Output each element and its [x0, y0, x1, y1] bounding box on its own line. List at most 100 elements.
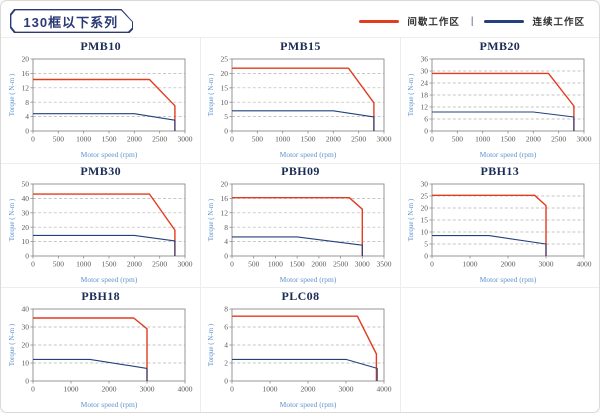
x-tick-label: 2000: [101, 385, 116, 394]
x-tick-label: 0: [31, 135, 35, 144]
y-tick-label: 40: [21, 305, 29, 314]
series-intermittent-zone: [232, 315, 378, 382]
x-tick-label: 500: [52, 260, 64, 269]
x-tick-label: 1000: [268, 260, 283, 269]
y-tick-label: 10: [420, 228, 428, 237]
series-continuous-zone: [431, 235, 547, 257]
y-tick-label: 4: [225, 341, 229, 350]
series-intermittent-zone: [32, 79, 176, 132]
legend-label-continuous: 连续工作区: [532, 17, 585, 28]
torque-speed-chart: 0 1000 2000 3000 4000 0 10 20 30 40 Motor speed (r…: [8, 305, 193, 409]
y-tick-label: 0: [225, 127, 229, 136]
y-tick-label: 12: [420, 103, 428, 112]
chart-title: PBH13: [480, 164, 520, 179]
x-tick-label: 0: [31, 260, 35, 269]
series-continuous-zone: [232, 110, 375, 132]
chart-title: PMB30: [80, 164, 121, 179]
legend-label-intermittent: 间歇工作区: [407, 17, 460, 28]
x-tick-label: 1500: [290, 260, 305, 269]
y-tick-label: 10: [21, 238, 29, 247]
y-tick-label: 40: [21, 194, 29, 203]
x-tick-label: 1000: [462, 260, 477, 269]
x-tick-label: 1500: [301, 135, 316, 144]
y-tick-label: 0: [25, 377, 29, 386]
page-title: 130框以下系列: [23, 14, 119, 30]
y-tick-label: 20: [21, 341, 29, 350]
x-tick-label: 0: [430, 135, 434, 144]
x-tick-label: 4000: [377, 385, 392, 394]
x-axis-label: Motor speed (rpm): [80, 400, 137, 409]
y-tick-label: 6: [225, 323, 229, 332]
x-tick-label: 3000: [576, 135, 591, 144]
x-tick-label: 2000: [326, 135, 341, 144]
x-tick-label: 2000: [312, 260, 327, 269]
chart-cell-pmb10: PMB10 0 500 1000 1500 2000 2500 3000 0 4 8 12 16 20 Mo…: [1, 38, 200, 163]
y-tick-label: 24: [420, 79, 428, 88]
y-axis-label: Torque ( N-m ): [207, 323, 215, 366]
y-tick-label: 20: [420, 204, 428, 213]
torque-speed-chart: 0 500 1000 1500 2000 2500 3000 0 5 10 15 20 25 Motor …: [207, 55, 392, 159]
x-tick-label: 3000: [538, 260, 553, 269]
chart-title: PMB15: [280, 39, 321, 54]
x-tick-label: 1000: [263, 385, 278, 394]
plot-frame: [232, 58, 385, 132]
x-tick-label: 2000: [126, 135, 141, 144]
y-axis-label: Torque ( N-m ): [207, 199, 215, 242]
y-tick-label: 0: [424, 127, 428, 136]
y-tick-label: 15: [221, 84, 229, 93]
x-tick-label: 0: [31, 385, 35, 394]
x-axis-label: Motor speed (rpm): [280, 150, 337, 159]
x-tick-label: 0: [430, 260, 434, 269]
torque-speed-chart: 0 1000 2000 3000 4000 0 5 10 15 20 25 30 Motor speed…: [407, 180, 592, 284]
y-tick-label: 8: [25, 98, 29, 107]
series-intermittent-zone: [232, 67, 376, 132]
x-tick-label: 0: [231, 135, 235, 144]
x-tick-label: 2000: [500, 260, 515, 269]
chart-cell-pbh13: PBH13 0 1000 2000 3000 4000 0 5 10 15 20 25 30 Motor …: [399, 162, 599, 288]
x-tick-label: 1000: [276, 135, 291, 144]
x-tick-label: 1000: [76, 135, 91, 144]
y-tick-label: 8: [225, 305, 229, 314]
series-intermittent-zone: [431, 195, 547, 257]
y-axis-label: Torque ( N-m ): [8, 73, 16, 116]
x-tick-label: 2000: [301, 385, 316, 394]
chart-cell-pmb30: PMB30 0 500 1000 1500 2000 2500 3000 0 10 20 30 40 50…: [1, 162, 201, 288]
x-tick-label: 4000: [177, 385, 192, 394]
series-continuous-zone: [32, 359, 148, 382]
x-tick-label: 1000: [76, 260, 91, 269]
y-axis-label: Torque ( N-m ): [407, 199, 415, 242]
x-tick-label: 2000: [526, 135, 541, 144]
chart-title: PLC08: [281, 289, 320, 304]
y-tick-label: 16: [21, 69, 29, 78]
y-tick-label: 20: [221, 180, 229, 189]
x-tick-label: 2500: [334, 260, 349, 269]
series-intermittent-zone: [431, 73, 575, 132]
y-tick-label: 10: [21, 359, 29, 368]
x-tick-label: 500: [52, 135, 64, 144]
x-tick-label: 0: [231, 385, 235, 394]
plot-frame: [232, 184, 385, 257]
x-axis-label: Motor speed (rpm): [479, 275, 536, 284]
x-tick-label: 4000: [576, 260, 591, 269]
torque-speed-chart: 0 500 1000 1500 2000 2500 3000 0 10 20 30 40 50 Motor…: [8, 180, 193, 284]
series-continuous-zone: [232, 236, 364, 257]
y-tick-label: 0: [225, 377, 229, 386]
x-tick-label: 1500: [500, 135, 515, 144]
series-intermittent-zone: [32, 193, 176, 257]
y-tick-label: 25: [221, 55, 229, 64]
legend-separator: |: [470, 15, 474, 27]
y-tick-label: 16: [221, 194, 229, 203]
y-tick-label: 4: [225, 238, 229, 247]
chart-title: PMB20: [479, 39, 521, 54]
header: 130框以下系列 间歇工作区 | 连续工作区: [1, 1, 599, 37]
x-axis-label: Motor speed (rpm): [80, 275, 137, 284]
y-tick-label: 8: [225, 223, 229, 232]
series-intermittent-zone: [232, 197, 364, 257]
y-tick-label: 10: [221, 98, 229, 107]
y-tick-label: 0: [25, 252, 29, 261]
chart-cell-pbh18: PBH18 0 1000 2000 3000 4000 0 10 20 30 40 Motor spe…: [1, 287, 201, 412]
torque-speed-chart: 0 500 1000 1500 2000 2500 3000 0 6 12 18 24 30 36 Moto…: [407, 55, 592, 159]
x-tick-label: 3000: [355, 260, 370, 269]
x-tick-label: 1000: [63, 385, 78, 394]
